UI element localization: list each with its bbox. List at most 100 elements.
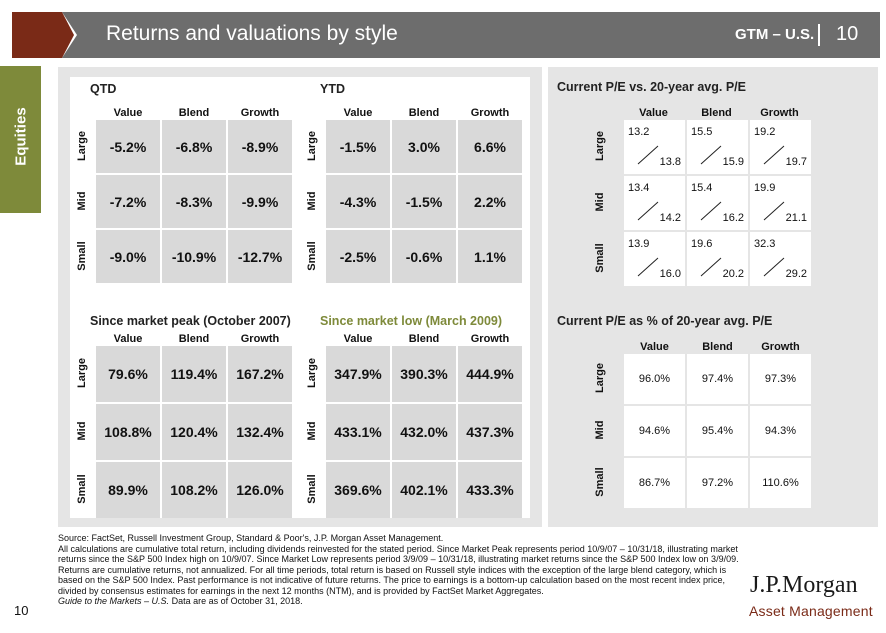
side-tab bbox=[0, 66, 41, 213]
pe-diagonal-divider bbox=[637, 145, 659, 165]
return-cell: 433.1% bbox=[326, 404, 390, 460]
pe-average-value: 13.8 bbox=[659, 156, 681, 168]
return-cell: 79.6% bbox=[96, 346, 160, 402]
return-cell: -10.9% bbox=[162, 230, 226, 283]
pe-current-value: 19.9 bbox=[754, 182, 776, 194]
pe-average-value: 14.2 bbox=[659, 212, 681, 224]
return-cell: 390.3% bbox=[392, 346, 456, 402]
pct-cell: 110.6% bbox=[750, 458, 811, 508]
return-cell: -0.6% bbox=[392, 230, 456, 283]
pe-diagonal-divider bbox=[700, 257, 722, 277]
return-cell: -2.5% bbox=[326, 230, 390, 283]
col-header-blend: Blend bbox=[178, 333, 210, 345]
pe-average-value: 21.1 bbox=[785, 212, 807, 224]
pe-average-value: 15.9 bbox=[722, 156, 744, 168]
section-title-since_peak: Since market peak (October 2007) bbox=[90, 314, 291, 328]
pe-cell: 13.2 13.8 bbox=[624, 120, 685, 174]
col-header-value: Value bbox=[113, 333, 143, 345]
return-cell: -7.2% bbox=[96, 175, 160, 228]
pe-row-header-small: Small bbox=[594, 243, 606, 273]
pe-current-value: 13.2 bbox=[628, 126, 650, 138]
section-title-qtd: QTD bbox=[90, 82, 117, 96]
row-header-large: Large bbox=[76, 358, 88, 388]
pe-current-value: 32.3 bbox=[754, 238, 776, 250]
return-cell: -12.7% bbox=[228, 230, 292, 283]
return-cell: -9.9% bbox=[228, 175, 292, 228]
return-cell: -8.3% bbox=[162, 175, 226, 228]
pe-diagonal-divider bbox=[637, 257, 659, 277]
row-header-mid: Mid bbox=[306, 191, 318, 210]
header-section: GTM – U.S. bbox=[735, 26, 815, 43]
header-bar bbox=[62, 12, 880, 58]
row-header-mid: Mid bbox=[76, 191, 88, 210]
pct-cell: 86.7% bbox=[624, 458, 685, 508]
pct-col-header-value: Value bbox=[640, 341, 669, 353]
row-header-mid: Mid bbox=[306, 421, 318, 441]
logo-asset-management: Asset Management bbox=[749, 603, 873, 619]
pe-average-value: 20.2 bbox=[722, 268, 744, 280]
pe-cell: 19.6 20.2 bbox=[687, 232, 748, 286]
return-cell: 119.4% bbox=[162, 346, 226, 402]
pe-diagonal-divider bbox=[763, 145, 785, 165]
col-header-growth: Growth bbox=[240, 333, 280, 345]
pct-cell: 94.3% bbox=[750, 406, 811, 456]
return-cell: 6.6% bbox=[458, 120, 522, 173]
pe-row-header-large: Large bbox=[594, 131, 606, 161]
row-header-large: Large bbox=[306, 358, 318, 388]
return-cell: -4.3% bbox=[326, 175, 390, 228]
pe-diagonal-divider bbox=[700, 145, 722, 165]
page-title: Returns and valuations by style bbox=[106, 22, 398, 45]
pe-diagonal-divider bbox=[763, 257, 785, 277]
col-header-blend: Blend bbox=[408, 107, 440, 119]
return-cell: -9.0% bbox=[96, 230, 160, 283]
return-cell: 108.8% bbox=[96, 404, 160, 460]
pe-cell: 15.4 16.2 bbox=[687, 176, 748, 230]
pe-average-value: 16.2 bbox=[722, 212, 744, 224]
return-cell: 437.3% bbox=[458, 404, 522, 460]
row-header-small: Small bbox=[306, 240, 318, 271]
pe-diagonal-divider bbox=[763, 201, 785, 221]
return-cell: 2.2% bbox=[458, 175, 522, 228]
col-header-value: Value bbox=[343, 333, 373, 345]
return-cell: -1.5% bbox=[326, 120, 390, 173]
pct-cell: 97.2% bbox=[687, 458, 748, 508]
side-tab-label: Equities bbox=[12, 107, 30, 166]
pe-pct-title: Current P/E as % of 20-year avg. P/E bbox=[557, 314, 773, 328]
col-header-growth: Growth bbox=[470, 107, 510, 119]
return-cell: 1.1% bbox=[458, 230, 522, 283]
header-separator bbox=[818, 24, 820, 46]
footnote-source: Source: FactSet, Russell Investment Grou… bbox=[58, 533, 444, 543]
header-chevron bbox=[12, 12, 62, 58]
pct-col-header-growth: Growth bbox=[761, 341, 800, 353]
row-header-small: Small bbox=[306, 474, 318, 504]
pe-cell: 15.5 15.9 bbox=[687, 120, 748, 174]
return-cell: 3.0% bbox=[392, 120, 456, 173]
pct-cell: 95.4% bbox=[687, 406, 748, 456]
return-cell: 126.0% bbox=[228, 462, 292, 518]
return-cell: 402.1% bbox=[392, 462, 456, 518]
pe-vs-avg-title: Current P/E vs. 20-year avg. P/E bbox=[557, 80, 746, 94]
pe-average-value: 29.2 bbox=[785, 268, 807, 280]
row-header-small: Small bbox=[76, 240, 88, 271]
pct-row-header-large: Large bbox=[594, 363, 606, 393]
pe-row-header-mid: Mid bbox=[594, 192, 606, 212]
return-cell: 132.4% bbox=[228, 404, 292, 460]
col-header-growth: Growth bbox=[240, 107, 280, 119]
pe-current-value: 13.4 bbox=[628, 182, 650, 194]
return-cell: 89.9% bbox=[96, 462, 160, 518]
return-cell: -6.8% bbox=[162, 120, 226, 173]
col-header-value: Value bbox=[343, 107, 373, 119]
return-cell: -5.2% bbox=[96, 120, 160, 173]
return-cell: 369.6% bbox=[326, 462, 390, 518]
pe-current-value: 13.9 bbox=[628, 238, 650, 250]
pe-diagonal-divider bbox=[700, 201, 722, 221]
return-cell: 433.3% bbox=[458, 462, 522, 518]
pe-diagonal-divider bbox=[637, 201, 659, 221]
pct-cell: 97.3% bbox=[750, 354, 811, 404]
return-cell: -8.9% bbox=[228, 120, 292, 173]
return-cell: 108.2% bbox=[162, 462, 226, 518]
pct-col-header-blend: Blend bbox=[702, 341, 733, 353]
col-header-blend: Blend bbox=[178, 107, 210, 119]
pe-current-value: 15.5 bbox=[691, 126, 713, 138]
return-cell: -1.5% bbox=[392, 175, 456, 228]
